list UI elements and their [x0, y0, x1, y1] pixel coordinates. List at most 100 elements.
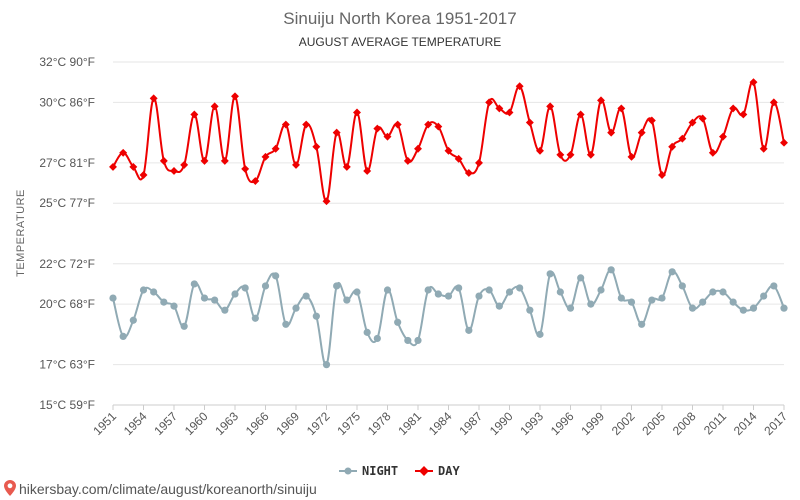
data-point-day[interactable] [241, 164, 250, 173]
data-point-day[interactable] [139, 171, 148, 179]
data-point-day[interactable] [292, 160, 300, 169]
data-point-day[interactable] [678, 134, 687, 143]
data-point-night[interactable] [261, 282, 270, 290]
data-point-night[interactable] [272, 272, 280, 280]
data-point-night[interactable] [119, 332, 127, 340]
data-point-night[interactable] [444, 292, 453, 300]
data-point-day[interactable] [312, 142, 321, 151]
data-point-night[interactable] [668, 268, 676, 276]
data-point-night[interactable] [251, 314, 259, 322]
data-point-night[interactable] [150, 288, 158, 296]
data-point-night[interactable] [617, 294, 625, 302]
data-point-night[interactable] [475, 292, 483, 300]
data-point-day[interactable] [200, 156, 209, 165]
data-point-night[interactable] [363, 328, 371, 336]
data-point-day[interactable] [271, 144, 280, 153]
data-point-night[interactable] [180, 322, 188, 330]
data-point-day[interactable] [220, 156, 229, 165]
data-point-day[interactable] [607, 128, 616, 137]
data-point-night[interactable] [770, 282, 778, 290]
data-point-night[interactable] [302, 292, 310, 300]
data-point-night[interactable] [292, 304, 300, 312]
data-point-night[interactable] [516, 284, 524, 292]
data-point-night[interactable] [343, 296, 351, 304]
data-point-day[interactable] [342, 162, 351, 171]
data-point-night[interactable] [383, 286, 392, 294]
data-point-day[interactable] [444, 146, 453, 155]
data-point-night[interactable] [465, 326, 473, 334]
data-point-night[interactable] [780, 304, 788, 312]
data-point-day[interactable] [129, 162, 138, 171]
data-point-night[interactable] [109, 294, 117, 302]
data-point-night[interactable] [129, 316, 137, 324]
data-point-night[interactable] [556, 288, 564, 296]
data-point-night[interactable] [241, 284, 249, 292]
data-point-day[interactable] [759, 144, 768, 153]
data-point-day[interactable] [414, 144, 422, 153]
data-point-night[interactable] [505, 288, 514, 296]
data-point-night[interactable] [373, 334, 381, 343]
data-point-night[interactable] [221, 306, 229, 314]
data-point-day[interactable] [170, 166, 178, 175]
data-point-night[interactable] [312, 312, 320, 320]
data-point-day[interactable] [576, 110, 585, 119]
data-point-day[interactable] [302, 120, 311, 129]
source-link[interactable]: hikersbay.com/climate/august/koreanorth/… [4, 480, 317, 497]
data-point-night[interactable] [678, 282, 686, 290]
data-point-day[interactable] [668, 142, 677, 151]
data-point-day[interactable] [393, 120, 402, 129]
data-point-day[interactable] [729, 104, 738, 113]
data-point-night[interactable] [190, 280, 198, 288]
data-point-day[interactable] [536, 146, 544, 155]
data-point-night[interactable] [322, 361, 331, 369]
data-point-day[interactable] [505, 108, 514, 117]
data-point-night[interactable] [495, 302, 503, 310]
data-point-night[interactable] [200, 294, 209, 302]
data-point-night[interactable] [627, 298, 636, 306]
data-point-day[interactable] [159, 156, 168, 165]
data-point-night[interactable] [333, 282, 341, 290]
data-point-day[interactable] [403, 156, 412, 165]
data-point-day[interactable] [658, 171, 666, 179]
data-point-night[interactable] [353, 288, 361, 296]
data-point-day[interactable] [332, 128, 341, 137]
data-point-night[interactable] [597, 286, 605, 294]
data-point-night[interactable] [607, 266, 615, 274]
data-point-night[interactable] [566, 304, 575, 312]
data-point-day[interactable] [353, 108, 361, 117]
data-point-night[interactable] [139, 286, 148, 294]
data-point-night[interactable] [394, 318, 402, 326]
data-point-night[interactable] [404, 336, 412, 345]
data-point-night[interactable] [546, 270, 554, 278]
data-point-day[interactable] [190, 110, 199, 119]
data-point-night[interactable] [688, 304, 697, 312]
data-point-day[interactable] [525, 118, 534, 127]
data-point-night[interactable] [485, 286, 493, 294]
data-point-night[interactable] [699, 298, 707, 306]
data-point-day[interactable] [109, 162, 117, 171]
data-point-night[interactable] [536, 330, 544, 338]
data-point-day[interactable] [637, 128, 646, 137]
data-point-day[interactable] [515, 82, 524, 91]
data-point-night[interactable] [749, 304, 758, 312]
data-point-night[interactable] [719, 288, 727, 296]
data-point-day[interactable] [566, 150, 575, 159]
data-point-day[interactable] [546, 102, 555, 111]
data-point-night[interactable] [170, 302, 178, 310]
data-point-night[interactable] [424, 286, 432, 294]
data-point-day[interactable] [180, 160, 189, 169]
data-point-night[interactable] [414, 336, 422, 345]
data-point-day[interactable] [454, 154, 463, 163]
data-point-day[interactable] [698, 114, 707, 123]
data-point-day[interactable] [363, 166, 372, 175]
data-point-night[interactable] [231, 290, 239, 298]
data-point-day[interactable] [261, 152, 270, 161]
source-url[interactable]: hikersbay.com/climate/august/koreanorth/… [19, 481, 317, 497]
data-point-day[interactable] [373, 124, 382, 133]
data-point-day[interactable] [719, 132, 727, 141]
data-point-night[interactable] [658, 294, 666, 302]
data-point-night[interactable] [760, 292, 768, 300]
data-point-night[interactable] [709, 288, 717, 296]
data-point-night[interactable] [434, 290, 442, 298]
data-point-day[interactable] [210, 102, 219, 111]
